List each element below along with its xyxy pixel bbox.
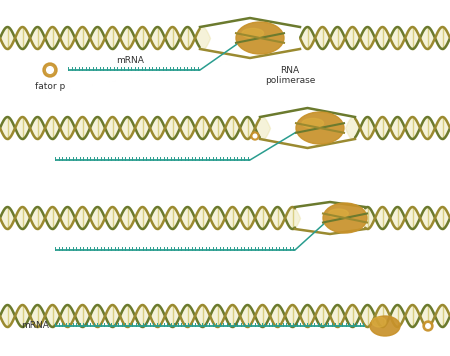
Text: RNA
polimerase: RNA polimerase xyxy=(265,66,315,85)
Ellipse shape xyxy=(370,316,400,336)
Ellipse shape xyxy=(236,22,284,54)
Circle shape xyxy=(251,132,259,140)
Circle shape xyxy=(423,321,433,331)
Ellipse shape xyxy=(328,209,348,218)
Ellipse shape xyxy=(323,203,367,233)
Ellipse shape xyxy=(296,112,344,144)
Ellipse shape xyxy=(242,28,264,38)
Text: mRNA: mRNA xyxy=(21,321,49,330)
Ellipse shape xyxy=(302,119,324,128)
Circle shape xyxy=(426,324,430,328)
Text: fator p: fator p xyxy=(35,82,65,91)
Text: mRNA: mRNA xyxy=(116,56,144,65)
Circle shape xyxy=(43,63,57,77)
Ellipse shape xyxy=(372,317,386,327)
Circle shape xyxy=(253,134,257,138)
Circle shape xyxy=(47,67,54,73)
